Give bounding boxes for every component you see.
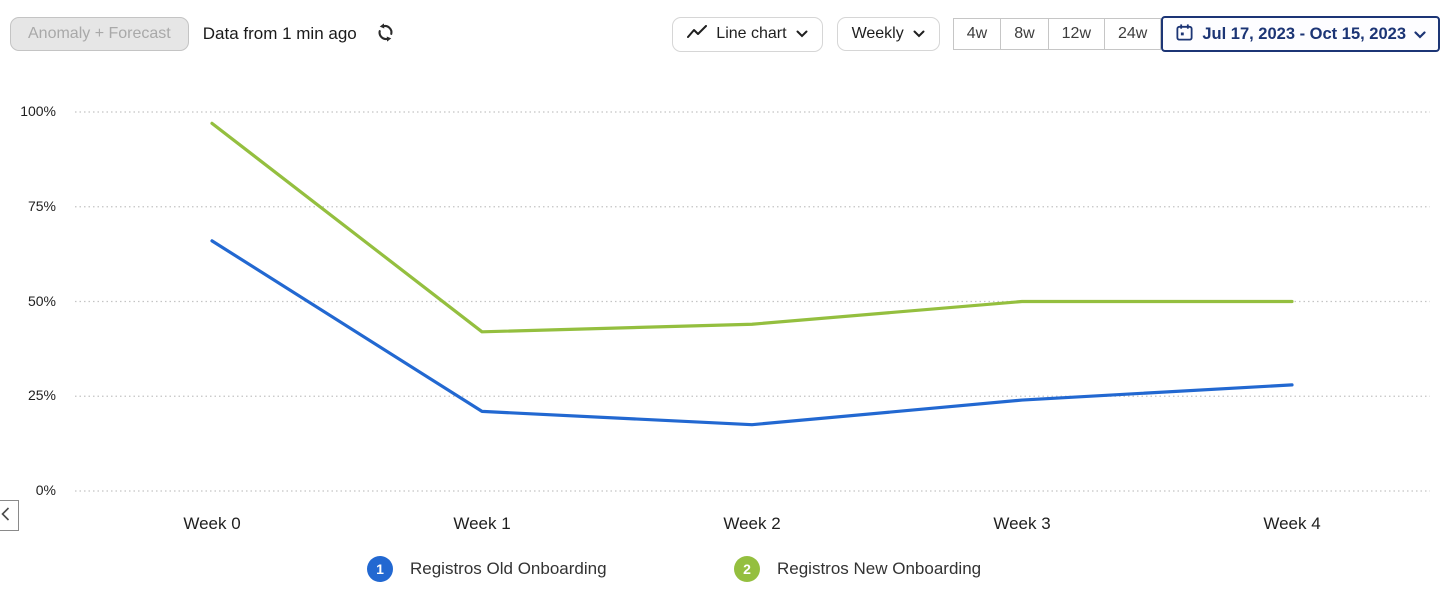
series-line-2 (210, 121, 1294, 334)
date-range-label: Jul 17, 2023 - Oct 15, 2023 (1202, 24, 1406, 43)
toolbar: Anomaly + Forecast Data from 1 min ago L… (10, 15, 1440, 53)
legend-item-new-onboarding[interactable]: 2 Registros New Onboarding (734, 556, 981, 582)
calendar-icon (1175, 23, 1194, 45)
series-1-label: Registros Old Onboarding (410, 559, 607, 578)
range-button-4w[interactable]: 4w (952, 18, 1002, 50)
series-2-label: Registros New Onboarding (777, 559, 982, 578)
range-button-8w[interactable]: 8w (1001, 18, 1049, 50)
y-axis-tick-label: 0% (35, 482, 56, 498)
chevron-down-icon (1414, 27, 1426, 42)
previous-panel-button[interactable] (0, 500, 19, 531)
series-1-badge: 1 (367, 556, 393, 582)
chart-type-label: Line chart (716, 25, 787, 42)
granularity-label: Weekly (851, 25, 904, 42)
x-axis-category-label: Week 4 (1263, 514, 1321, 533)
data-freshness-label: Data from 1 min ago (202, 24, 357, 43)
range-button-24w[interactable]: 24w (1105, 18, 1162, 50)
x-axis-category-label: Week 2 (723, 514, 781, 533)
refresh-icon (375, 22, 396, 46)
series-2-badge: 2 (734, 556, 760, 582)
x-axis-category-label: Week 0 (183, 514, 241, 533)
anomaly-forecast-button[interactable]: Anomaly + Forecast (10, 17, 189, 51)
refresh-button[interactable] (373, 20, 398, 48)
y-axis-tick-label: 25% (27, 387, 56, 404)
y-axis-tick-label: 100% (20, 103, 56, 119)
x-axis-category-label: Week 1 (453, 514, 511, 533)
chevron-down-icon (796, 25, 808, 43)
date-range-picker[interactable]: Jul 17, 2023 - Oct 15, 2023 (1161, 16, 1440, 52)
line-chart-icon (687, 24, 708, 44)
y-axis-tick-label: 50% (27, 292, 56, 309)
legend-item-old-onboarding[interactable]: 1 Registros Old Onboarding (367, 556, 607, 582)
series-line-1 (210, 239, 1294, 427)
chevron-left-icon (0, 507, 10, 524)
range-button-12w[interactable]: 12w (1048, 18, 1105, 50)
chart-type-dropdown[interactable]: Line chart (672, 16, 823, 52)
chevron-down-icon (913, 25, 925, 43)
y-axis-tick-label: 75% (27, 197, 56, 214)
x-axis-category-label: Week 3 (993, 514, 1051, 533)
range-preset-group: 4w 8w 12w 24w (952, 18, 1162, 50)
granularity-dropdown[interactable]: Weekly (836, 17, 940, 51)
